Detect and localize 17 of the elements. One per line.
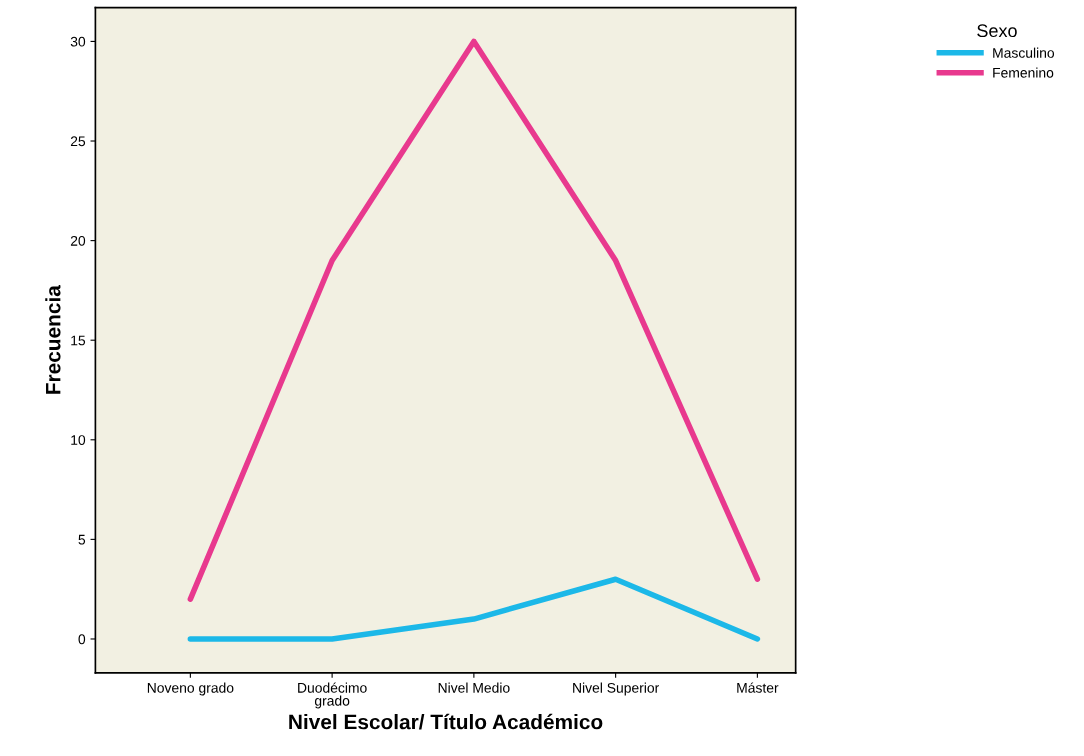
x-tick-label: Nivel Superior <box>573 682 660 696</box>
legend-label: Femenino <box>993 67 1054 78</box>
legend-label: Masculino <box>993 47 1055 58</box>
y-tick-label: 5 <box>78 534 86 545</box>
y-tick-label: 25 <box>70 136 86 147</box>
y-tick-label: 30 <box>70 36 86 47</box>
y-tick-label: 20 <box>70 235 86 246</box>
y-tick-label: 10 <box>71 435 86 445</box>
x-tick-label: Nivel Medio <box>438 682 510 693</box>
legend-title: Sexo <box>977 24 1017 38</box>
x-tick-label: Noveno grado <box>147 682 234 696</box>
x-axis-title: Nivel Escolar/ Título Académico <box>289 713 603 730</box>
y-tick-label: 0 <box>78 634 86 645</box>
y-axis-title: Frecuencia <box>45 285 61 394</box>
x-tick-label: Duodécimo grado <box>298 682 367 709</box>
x-tick-label: Máster <box>737 682 779 693</box>
y-tick-label: 15 <box>71 335 86 346</box>
